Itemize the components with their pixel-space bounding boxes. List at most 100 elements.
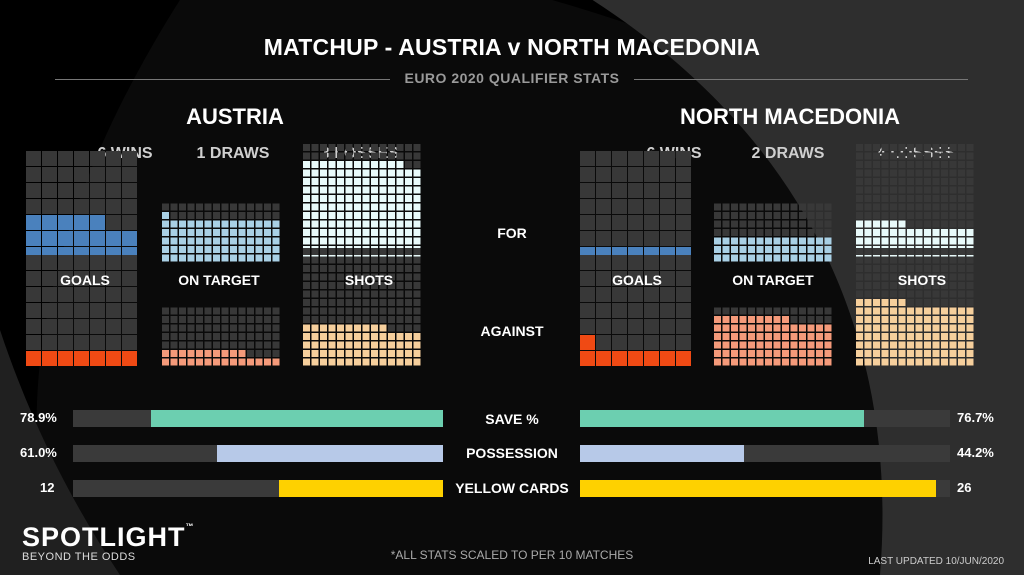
waffle-cell-filled bbox=[162, 246, 169, 253]
waffle-cell-filled bbox=[405, 350, 412, 357]
waffle-cell-empty bbox=[213, 341, 220, 349]
waffle-cell-filled bbox=[881, 358, 889, 366]
waffle-cell-empty bbox=[949, 178, 957, 185]
waffle-cell-filled bbox=[247, 358, 254, 366]
waffle-cell-filled bbox=[924, 237, 931, 245]
nmk-save-pct: 76.7% bbox=[957, 410, 994, 425]
waffle-cell-empty bbox=[388, 144, 395, 151]
waffle-cell-filled bbox=[413, 237, 421, 245]
waffle-cell-empty bbox=[311, 256, 319, 264]
waffle-cell-empty bbox=[213, 203, 220, 211]
waffle-cell-empty bbox=[74, 335, 89, 350]
waffle-cell-empty bbox=[179, 324, 186, 332]
waffle-cell-filled bbox=[413, 220, 421, 228]
waffle-cell-empty bbox=[580, 167, 595, 182]
waffle-cell-filled bbox=[932, 307, 940, 315]
waffle-cell-empty bbox=[958, 290, 965, 298]
waffle-cell-filled bbox=[864, 299, 872, 306]
waffle-cell-empty bbox=[311, 152, 319, 160]
waffle-cell-filled bbox=[320, 169, 327, 177]
waffle-cell-filled bbox=[748, 246, 755, 253]
waffle-cell-empty bbox=[362, 144, 370, 151]
waffle-cell-empty bbox=[320, 248, 327, 255]
waffle-cell-filled bbox=[731, 316, 738, 323]
waffle-cell-empty bbox=[907, 282, 914, 289]
waffle-cell-empty bbox=[941, 273, 948, 281]
waffle-cell-filled bbox=[388, 203, 395, 211]
waffle-cell-empty bbox=[238, 333, 246, 340]
waffle-cell-filled bbox=[405, 341, 412, 349]
waffle-cell-filled bbox=[337, 229, 344, 236]
waffle-cell-filled bbox=[388, 333, 395, 340]
waffle-cell-filled bbox=[179, 350, 186, 357]
waffle-cell-filled bbox=[790, 254, 798, 262]
austria-on-target-label: ON TARGET bbox=[178, 272, 260, 288]
waffle-cell-filled bbox=[311, 195, 319, 202]
waffle-cell-empty bbox=[580, 199, 595, 214]
waffle-cell-empty bbox=[230, 333, 237, 340]
waffle-cell-empty bbox=[42, 255, 57, 270]
waffle-cell-filled bbox=[873, 229, 880, 236]
waffle-cell-filled bbox=[824, 333, 832, 340]
waffle-cell-filled bbox=[371, 186, 378, 194]
waffle-cell-empty bbox=[773, 212, 781, 219]
waffle-cell-empty bbox=[272, 203, 280, 211]
waffle-cell-filled bbox=[255, 358, 263, 366]
waffle-cell-empty bbox=[379, 256, 387, 264]
waffle-cell-filled bbox=[337, 237, 344, 245]
waffle-cell-empty bbox=[958, 248, 965, 255]
waffle-cell-empty bbox=[311, 316, 319, 323]
waffle-cell-empty bbox=[247, 203, 254, 211]
waffle-cell-empty bbox=[272, 350, 280, 357]
waffle-cell-empty bbox=[396, 324, 404, 332]
waffle-cell-filled bbox=[790, 358, 798, 366]
waffle-cell-filled bbox=[311, 324, 319, 332]
waffle-cell-empty bbox=[676, 303, 691, 318]
waffle-cell-filled bbox=[238, 350, 246, 357]
waffle-cell-empty bbox=[230, 203, 237, 211]
waffle-cell-empty bbox=[782, 229, 789, 236]
waffle-cell-filled bbox=[303, 229, 310, 236]
waffle-cell-filled bbox=[915, 229, 923, 236]
waffle-cell-empty bbox=[354, 273, 361, 281]
waffle-cell-filled bbox=[949, 350, 957, 357]
waffle-cell-filled bbox=[311, 178, 319, 185]
waffle-cell-filled bbox=[328, 358, 336, 366]
waffle-cell-empty bbox=[966, 273, 974, 281]
waffle-cell-filled bbox=[213, 350, 220, 357]
waffle-cell-empty bbox=[405, 152, 412, 160]
waffle-cell-filled bbox=[238, 246, 246, 253]
waffle-cell-empty bbox=[238, 212, 246, 219]
waffle-cell-empty bbox=[890, 144, 897, 151]
waffle-cell-empty bbox=[162, 341, 169, 349]
waffle-cell-filled bbox=[907, 333, 914, 340]
waffle-cell-filled bbox=[790, 341, 798, 349]
waffle-cell-filled bbox=[320, 212, 327, 219]
waffle-cell-empty bbox=[864, 248, 872, 255]
waffle-cell-filled bbox=[371, 324, 378, 332]
waffle-cell-empty bbox=[379, 273, 387, 281]
waffle-cell-filled bbox=[799, 254, 806, 262]
waffle-cell-empty bbox=[74, 271, 89, 286]
waffle-cell-empty bbox=[311, 307, 319, 315]
waffle-cell-empty bbox=[765, 203, 772, 211]
waffle-cell-empty bbox=[966, 212, 974, 219]
waffle-cell-filled bbox=[873, 237, 880, 245]
waffle-cell-empty bbox=[898, 290, 906, 298]
waffle-cell-empty bbox=[396, 290, 404, 298]
waffle-cell-empty bbox=[915, 161, 923, 168]
waffle-cell-empty bbox=[328, 290, 336, 298]
waffle-cell-empty bbox=[824, 229, 832, 236]
waffle-cell-empty bbox=[807, 203, 815, 211]
waffle-cell-filled bbox=[907, 350, 914, 357]
waffle-cell-empty bbox=[924, 161, 931, 168]
waffle-cell-empty bbox=[644, 319, 659, 334]
waffle-cell-empty bbox=[816, 307, 823, 315]
waffle-cell-filled bbox=[303, 203, 310, 211]
waffle-cell-filled bbox=[824, 254, 832, 262]
waffle-cell-empty bbox=[966, 178, 974, 185]
waffle-cell-filled bbox=[958, 237, 965, 245]
waffle-cell-empty bbox=[773, 229, 781, 236]
waffle-cell-filled bbox=[405, 237, 412, 245]
waffle-cell-empty bbox=[26, 319, 41, 334]
